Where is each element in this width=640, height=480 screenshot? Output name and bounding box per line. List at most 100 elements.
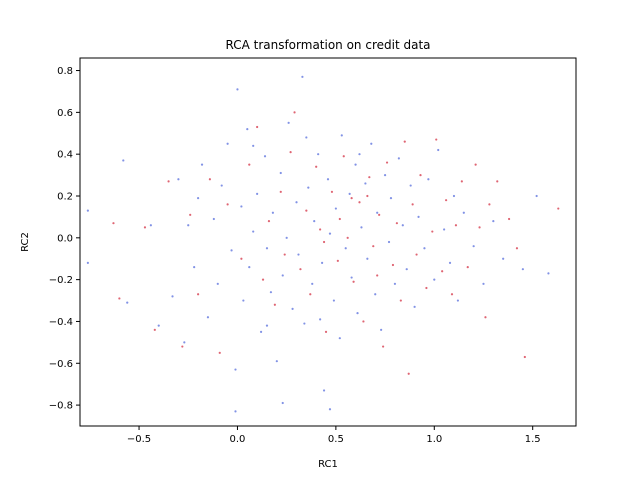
data-point bbox=[372, 245, 375, 248]
data-point bbox=[234, 410, 237, 413]
y-tick-label: −0.4 bbox=[49, 317, 73, 328]
data-point bbox=[248, 265, 251, 269]
data-point bbox=[413, 305, 416, 308]
data-point bbox=[322, 389, 326, 392]
data-point bbox=[356, 311, 359, 315]
y-tick-label: 0.4 bbox=[57, 150, 73, 161]
data-point bbox=[450, 293, 454, 296]
data-point bbox=[466, 265, 469, 269]
data-point bbox=[283, 253, 286, 256]
data-point bbox=[319, 318, 322, 321]
data-point bbox=[189, 213, 192, 216]
data-point bbox=[230, 249, 233, 252]
data-point bbox=[240, 257, 243, 260]
data-point bbox=[385, 161, 389, 164]
data-point bbox=[311, 282, 314, 285]
y-tick-label: −0.6 bbox=[49, 359, 73, 370]
x-tick-label: 0.5 bbox=[328, 434, 344, 445]
data-point bbox=[126, 301, 129, 304]
data-point bbox=[321, 261, 324, 265]
data-point bbox=[443, 228, 446, 231]
data-point bbox=[515, 247, 519, 250]
data-point bbox=[407, 372, 410, 375]
data-point bbox=[460, 180, 463, 183]
data-point bbox=[281, 401, 284, 405]
data-point bbox=[472, 245, 475, 248]
data-point bbox=[279, 190, 282, 193]
data-point bbox=[267, 219, 271, 223]
data-point bbox=[334, 207, 337, 210]
data-point bbox=[291, 307, 294, 311]
data-point bbox=[360, 226, 363, 229]
data-point bbox=[197, 293, 200, 296]
x-axis: −0.5 0.0 0.5 1.0 1.5 bbox=[127, 426, 541, 445]
data-point bbox=[271, 211, 274, 214]
data-point bbox=[315, 165, 318, 168]
data-point bbox=[157, 324, 160, 327]
data-point bbox=[496, 180, 499, 183]
data-point bbox=[362, 320, 365, 323]
data-point bbox=[354, 163, 357, 166]
data-point bbox=[143, 226, 147, 229]
data-point bbox=[452, 194, 456, 198]
data-point bbox=[234, 368, 237, 371]
data-point bbox=[248, 163, 251, 166]
data-point bbox=[441, 270, 444, 273]
x-tick-label: 0.0 bbox=[230, 434, 246, 445]
data-point bbox=[535, 194, 538, 198]
data-point bbox=[330, 190, 334, 193]
data-point bbox=[445, 199, 448, 202]
data-point bbox=[273, 303, 276, 306]
data-point bbox=[112, 222, 115, 225]
data-point bbox=[297, 253, 300, 256]
data-point bbox=[378, 213, 381, 216]
data-point bbox=[435, 138, 438, 141]
data-point bbox=[336, 259, 339, 262]
y-axis: −0.8 −0.6 −0.4 −0.2 0.0 0.2 0.4 0.6 0.8 bbox=[49, 66, 80, 412]
data-point bbox=[200, 163, 204, 166]
data-point bbox=[348, 192, 351, 196]
data-point bbox=[293, 111, 296, 114]
y-tick-label: 0.0 bbox=[57, 233, 73, 244]
data-point bbox=[220, 184, 223, 187]
data-point bbox=[409, 184, 412, 187]
data-point bbox=[265, 324, 269, 327]
data-point bbox=[252, 230, 255, 233]
data-point bbox=[307, 186, 310, 189]
data-point bbox=[382, 345, 385, 348]
data-point bbox=[474, 163, 477, 166]
data-point bbox=[301, 75, 304, 78]
plot-frame bbox=[79, 57, 577, 427]
data-point bbox=[319, 228, 322, 231]
data-point bbox=[153, 328, 156, 331]
data-point bbox=[287, 121, 290, 124]
data-point bbox=[391, 263, 395, 267]
data-point bbox=[261, 278, 265, 281]
data-point bbox=[167, 180, 170, 183]
x-tick-label: −0.5 bbox=[127, 434, 151, 445]
data-point bbox=[358, 153, 361, 156]
data-point bbox=[236, 88, 239, 91]
data-point bbox=[437, 148, 440, 152]
data-point bbox=[226, 142, 229, 145]
data-point bbox=[226, 203, 229, 206]
data-point bbox=[326, 178, 330, 181]
data-point bbox=[246, 127, 249, 131]
x-tick-label: 1.0 bbox=[426, 434, 442, 445]
data-point bbox=[86, 261, 89, 265]
data-point bbox=[415, 253, 418, 256]
y-tick-label: 0.2 bbox=[57, 192, 73, 203]
y-tick-label: −0.8 bbox=[49, 401, 73, 412]
data-point bbox=[393, 282, 397, 285]
data-point bbox=[557, 207, 560, 210]
data-point bbox=[149, 224, 152, 227]
data-point bbox=[281, 274, 284, 277]
data-point bbox=[183, 341, 186, 344]
data-point bbox=[181, 345, 184, 348]
data-point bbox=[212, 217, 215, 221]
data-point bbox=[305, 136, 308, 139]
data-point bbox=[433, 278, 436, 281]
y-tick-label: −0.2 bbox=[49, 275, 73, 286]
data-point bbox=[338, 217, 341, 221]
